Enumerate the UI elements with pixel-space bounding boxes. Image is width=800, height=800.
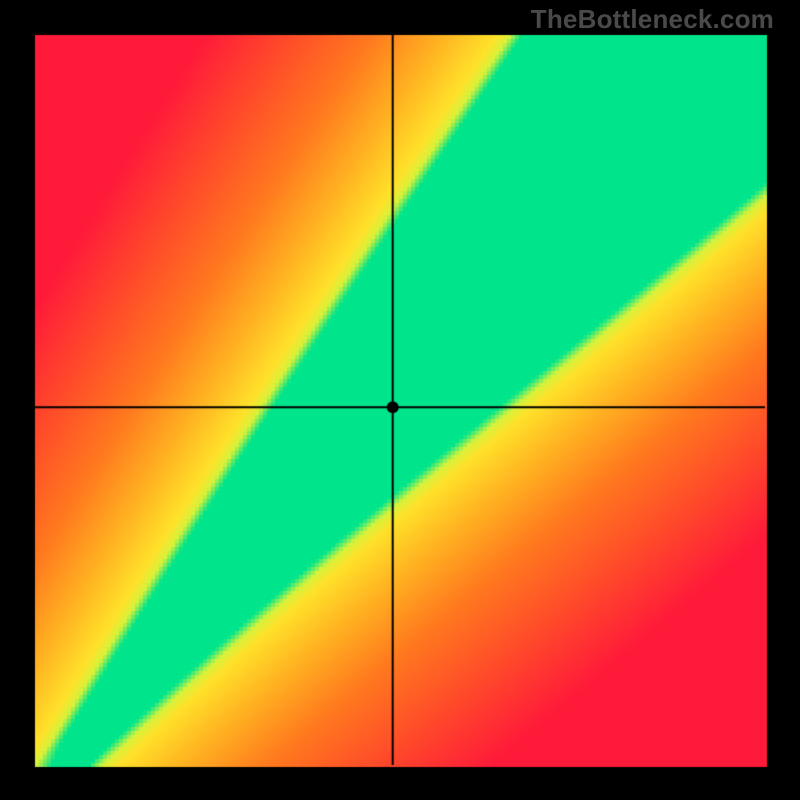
bottleneck-heatmap — [0, 0, 800, 800]
chart-container: { "canvas": { "width": 800, "height": 80… — [0, 0, 800, 800]
watermark-text: TheBottleneck.com — [531, 4, 774, 35]
